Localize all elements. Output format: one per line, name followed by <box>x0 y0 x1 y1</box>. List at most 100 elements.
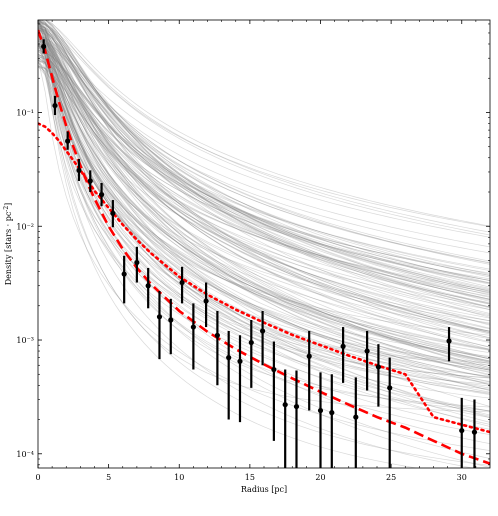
posterior-sample-curve <box>38 44 490 378</box>
posterior-sample-curve <box>38 20 490 332</box>
posterior-sample-curve <box>38 21 490 297</box>
posterior-sample-curve <box>38 20 490 351</box>
posterior-sample-curve <box>38 38 490 281</box>
posterior-sample-curve <box>38 66 490 335</box>
observed-points <box>41 39 478 468</box>
posterior-sample-curve <box>38 63 490 375</box>
y-tick-label: 10⁻⁴ <box>16 450 34 459</box>
posterior-sample-curve <box>38 36 490 430</box>
posterior-sample-curve <box>38 24 490 343</box>
data-point <box>145 283 151 289</box>
posterior-sample-curve <box>38 27 490 308</box>
posterior-sample-curve <box>38 42 490 435</box>
posterior-sample-curve <box>38 40 490 276</box>
posterior-sample-curve <box>38 56 490 329</box>
posterior-sample-curve <box>38 23 490 233</box>
posterior-sample-curve <box>38 21 490 292</box>
posterior-sample-curve <box>38 34 490 274</box>
posterior-sample-curve <box>38 35 490 310</box>
posterior-sample-curve <box>38 29 490 294</box>
data-point <box>41 43 47 50</box>
y-tick-label: 10⁻² <box>16 222 34 231</box>
model-curves <box>38 29 490 465</box>
posterior-sample-curve <box>38 43 490 270</box>
posterior-sample-curve <box>38 25 490 330</box>
posterior-sample-curve <box>38 21 490 314</box>
posterior-sample-curve <box>38 34 490 372</box>
posterior-sample-curve <box>38 31 490 413</box>
data-point <box>364 348 370 354</box>
data-point <box>329 410 335 416</box>
posterior-sample-curve <box>38 38 490 316</box>
posterior-sample-curve <box>38 22 490 371</box>
posterior-sample-curve <box>38 22 490 294</box>
data-point <box>317 407 324 414</box>
posterior-sample-curve <box>38 27 490 305</box>
posterior-sample-curve <box>38 49 490 281</box>
posterior-sample-curve <box>38 25 490 300</box>
posterior-sample-curve <box>38 50 490 282</box>
x-tick-label: 15 <box>245 473 255 482</box>
posterior-sample-curve <box>38 23 490 370</box>
posterior-sample-curve <box>38 59 490 300</box>
data-point <box>65 138 71 144</box>
posterior-sample-curve <box>45 20 490 278</box>
posterior-sample-curve <box>38 57 490 383</box>
posterior-sample-curve <box>38 52 490 362</box>
posterior-sample-curve <box>38 20 490 332</box>
posterior-sample-curve <box>38 27 490 300</box>
x-tick-label: 5 <box>106 473 111 482</box>
posterior-sample-curve <box>38 27 490 288</box>
posterior-sample-curve <box>38 20 490 412</box>
posterior-sample-curve <box>38 50 490 301</box>
posterior-sample-curve <box>38 20 490 334</box>
posterior-sample-curve <box>38 40 490 290</box>
data-point <box>248 339 254 346</box>
data-point <box>282 402 288 408</box>
posterior-sample-curve <box>39 20 490 304</box>
x-axis-ticks: 0 5 10 15 20 25 30 <box>35 20 477 482</box>
posterior-sample-curve <box>38 32 490 360</box>
data-point <box>459 427 465 434</box>
data-point <box>168 317 174 323</box>
posterior-sample-curve <box>38 39 490 264</box>
posterior-sample-curve <box>38 43 490 363</box>
posterior-sample-curve <box>46 20 490 228</box>
posterior-sample-curve <box>38 21 490 365</box>
x-tick-label: 0 <box>35 473 40 482</box>
data-point <box>259 328 266 334</box>
data-point <box>214 332 220 338</box>
posterior-sample-curve <box>38 41 490 264</box>
posterior-sample-curve <box>38 59 490 317</box>
data-point <box>293 403 300 410</box>
posterior-sample-curve <box>38 35 490 248</box>
posterior-sample-curve <box>38 27 490 308</box>
data-point <box>340 343 346 349</box>
posterior-sample-curve <box>38 40 490 293</box>
posterior-sample-curve <box>40 20 490 284</box>
posterior-sample-curve <box>38 38 490 466</box>
posterior-sample-curve <box>38 32 490 265</box>
posterior-sample-curve <box>38 28 490 334</box>
data-point <box>76 167 82 173</box>
posterior-sample-curve <box>45 20 490 318</box>
posterior-sample-curve <box>38 28 490 326</box>
posterior-sample-curve <box>38 53 490 351</box>
posterior-sample-curve <box>38 44 490 360</box>
posterior-sample-curve <box>38 54 490 305</box>
data-point <box>446 338 452 344</box>
posterior-sample-curve <box>38 43 490 358</box>
x-tick-label: 25 <box>386 473 396 482</box>
posterior-sample-curve <box>38 65 490 354</box>
posterior-sample-curve <box>38 28 490 390</box>
posterior-sample-curve <box>38 46 490 333</box>
posterior-sample-curve <box>38 50 490 360</box>
posterior-sample-curve <box>38 35 490 285</box>
posterior-sample-curve <box>38 26 490 236</box>
posterior-sample-curve <box>38 65 490 291</box>
data-point <box>271 366 277 373</box>
data-point <box>87 178 93 184</box>
posterior-sample-curve <box>38 32 490 308</box>
posterior-sample-curve <box>38 21 490 295</box>
posterior-sample-curve <box>44 20 490 227</box>
